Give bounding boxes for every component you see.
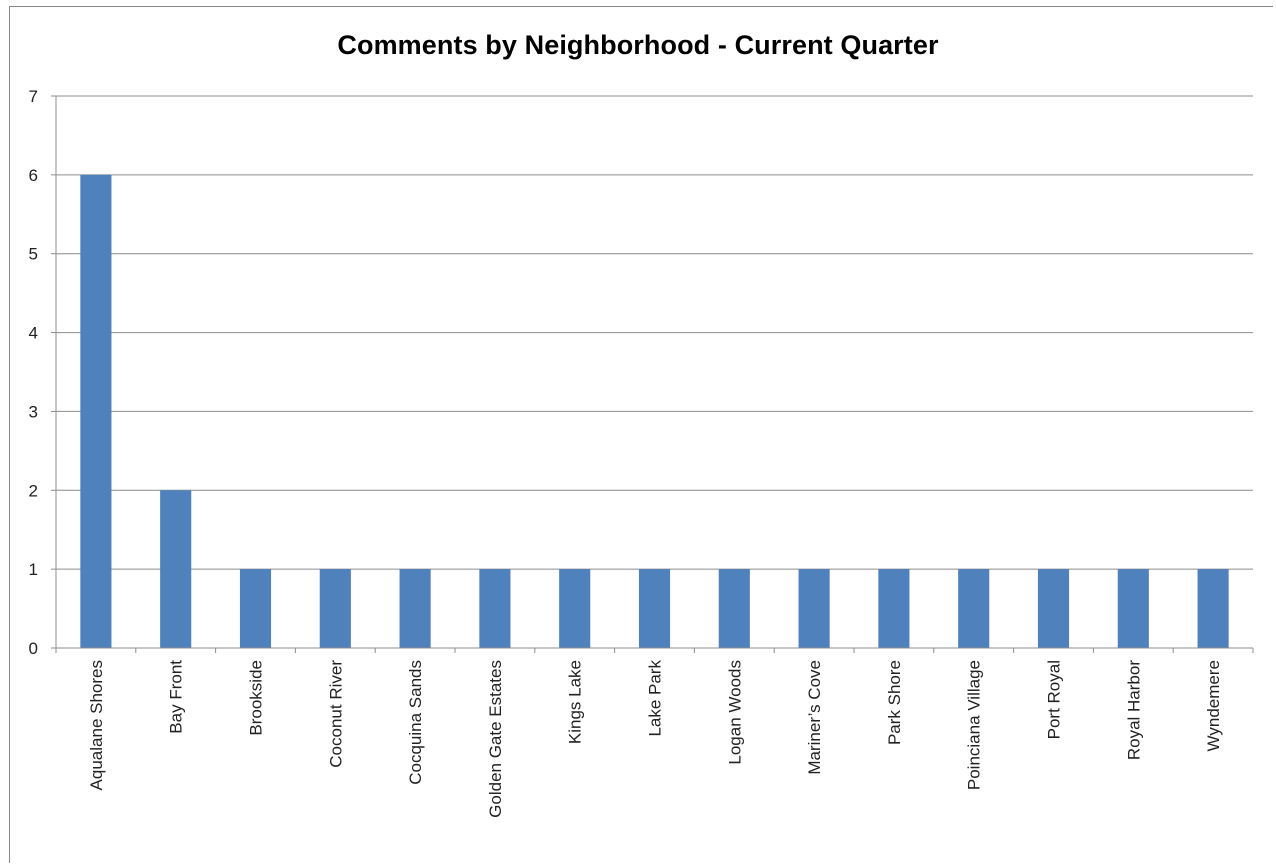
y-tick-label: 6 [29, 166, 38, 185]
axes [55, 96, 1253, 649]
x-tick-labels: Aqualane Shores Bay Front Brookside Coconut… [55, 648, 1254, 818]
bar [1197, 569, 1229, 648]
bar [798, 569, 830, 648]
x-tick-label: Park Shore [885, 660, 904, 745]
bar [319, 569, 351, 648]
bar [1037, 569, 1070, 648]
x-tick-label: Mariner’s Cove [805, 660, 824, 775]
y-tick-labels: 0 1 2 3 4 5 6 7 [29, 87, 56, 658]
x-tick-label: Aqualane Shores [87, 660, 106, 790]
bar [878, 569, 910, 648]
bar [160, 490, 192, 648]
bar [399, 569, 431, 648]
x-tick-label: Wyndemere [1204, 660, 1223, 752]
y-tick-label: 0 [29, 639, 38, 658]
bar [1117, 569, 1149, 648]
y-tick-label: 4 [29, 324, 38, 343]
x-tick-label: Kings Lake [566, 660, 585, 744]
x-tick-label: Lake Park [646, 660, 665, 737]
bar [239, 569, 272, 648]
gridlines [56, 95, 1253, 570]
x-tick-label: Port Royal [1045, 660, 1064, 739]
bars [80, 174, 1229, 648]
chart-frame [9, 6, 1273, 863]
y-tick-label: 1 [29, 560, 38, 579]
bar [638, 569, 671, 648]
y-tick-label: 3 [29, 402, 38, 421]
x-tick-label: Logan Woods [725, 660, 744, 765]
x-tick-label: Cocquina Sands [406, 660, 425, 785]
x-tick-label: Coconut River [326, 660, 345, 768]
bar [958, 569, 990, 648]
bar [718, 569, 750, 648]
bar [479, 569, 511, 648]
x-tick-label: Brookside [247, 660, 266, 736]
bar [80, 174, 112, 648]
x-tick-label: Poinciana Village [965, 660, 984, 790]
x-tick-label: Golden Gate Estates [486, 660, 505, 818]
y-tick-label: 5 [29, 245, 38, 264]
x-tick-label: Royal Harbor [1124, 660, 1143, 760]
y-tick-label: 2 [29, 481, 38, 500]
chart-title: Comments by Neighborhood - Current Quart… [337, 30, 939, 60]
bar [559, 569, 591, 648]
y-tick-label: 7 [29, 87, 38, 106]
x-tick-label: Bay Front [167, 660, 186, 734]
